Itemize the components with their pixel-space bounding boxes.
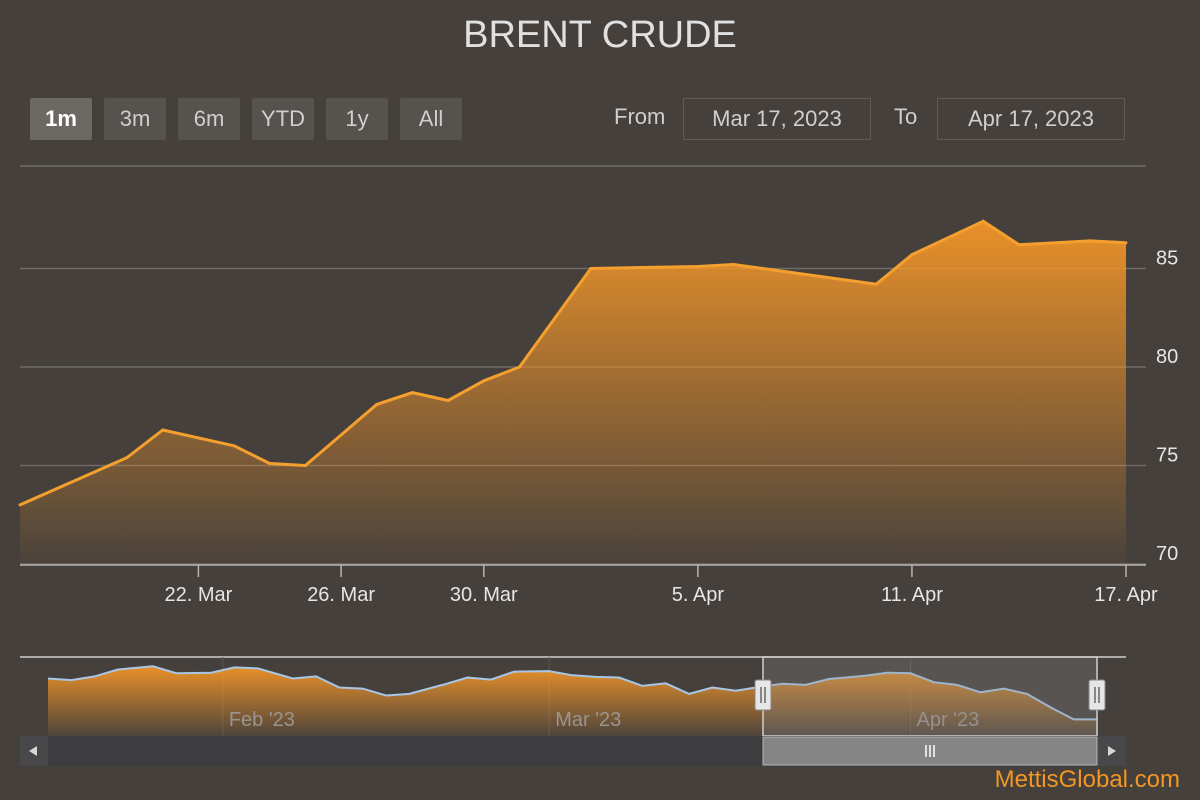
data-point xyxy=(410,391,414,395)
data-point xyxy=(874,282,878,286)
data-point xyxy=(1017,243,1021,247)
data-point xyxy=(161,428,165,432)
navigator-area-fill xyxy=(48,666,1097,736)
to-date-input[interactable] xyxy=(937,98,1125,140)
navigator[interactable]: Feb '23 Mar '23 Apr '23 xyxy=(20,656,1126,766)
x-tick-label: 26. Mar xyxy=(307,584,375,606)
x-tick-label: 11. Apr xyxy=(881,584,943,606)
navigator-right-handle[interactable] xyxy=(1088,679,1106,711)
x-tick-label: 5. Apr xyxy=(672,584,725,606)
y-tick-label: 85 xyxy=(1156,247,1178,269)
price-area-fill xyxy=(20,221,1126,564)
navigator-label: Apr '23 xyxy=(917,709,980,731)
x-axis: 22. Mar 26. Mar 30. Mar 5. Apr 11. Apr 17. Ap… xyxy=(20,564,1158,606)
navigator-line xyxy=(47,665,1097,721)
navigator-selection xyxy=(762,656,1098,737)
x-tick-label: 17. Apr xyxy=(1094,584,1158,606)
credit-text: MettisGlobal.com xyxy=(994,766,1180,793)
price-area-series xyxy=(18,219,1128,564)
data-point xyxy=(303,463,307,467)
data-point xyxy=(232,444,236,448)
data-point xyxy=(910,253,914,257)
data-point xyxy=(446,398,450,402)
data-point xyxy=(375,402,379,406)
y-tick-label: 80 xyxy=(1156,346,1178,368)
data-point xyxy=(732,263,736,267)
chart-title: BRENT CRUDE xyxy=(463,14,737,56)
y-tick-label: 70 xyxy=(1156,543,1178,565)
from-label: From xyxy=(614,104,666,129)
data-point xyxy=(482,379,486,383)
data-point xyxy=(54,487,58,491)
x-tick-label: 30. Mar xyxy=(450,584,518,606)
data-point xyxy=(981,219,985,223)
handle-body xyxy=(754,679,772,711)
range-button-ytd[interactable]: YTD xyxy=(252,98,314,140)
range-button-1m[interactable]: 1m xyxy=(30,98,92,140)
range-button-6m[interactable]: 6m xyxy=(178,98,240,140)
range-button-3m[interactable]: 3m xyxy=(104,98,166,140)
range-button-all[interactable]: All xyxy=(400,98,462,140)
x-tick-label: 22. Mar xyxy=(164,584,232,606)
chevron-left-icon xyxy=(29,746,37,756)
data-point xyxy=(1088,239,1092,243)
from-date-input[interactable] xyxy=(683,98,871,140)
y-tick-label: 75 xyxy=(1156,444,1178,466)
data-point xyxy=(1124,241,1128,245)
data-point xyxy=(18,503,22,507)
data-point xyxy=(696,264,700,268)
y-axis: 70 75 80 85 xyxy=(1156,247,1178,565)
handle-body xyxy=(1088,679,1106,711)
data-point xyxy=(517,365,521,369)
navigator-label: Mar '23 xyxy=(555,709,621,731)
range-button-1y[interactable]: 1y xyxy=(326,98,388,140)
chevron-right-icon xyxy=(1108,746,1116,756)
navigator-label: Feb '23 xyxy=(229,709,295,731)
data-point xyxy=(268,462,272,466)
data-point xyxy=(125,456,129,460)
data-point xyxy=(589,266,593,270)
navigator-left-handle[interactable] xyxy=(754,679,772,711)
to-label: To xyxy=(894,104,918,129)
